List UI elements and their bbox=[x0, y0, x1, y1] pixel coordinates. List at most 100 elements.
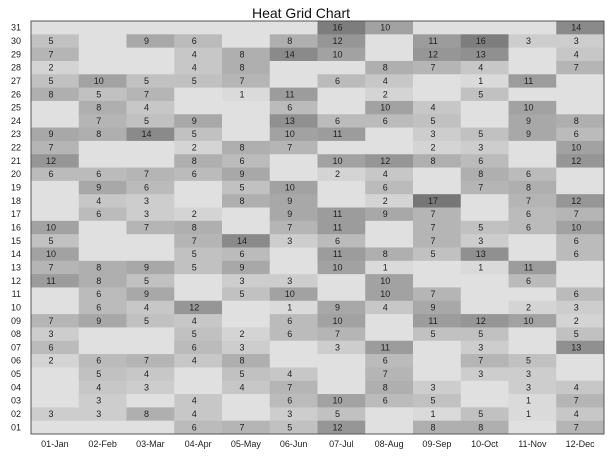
heatmap-cell bbox=[126, 287, 175, 302]
heatmap-cell bbox=[174, 367, 223, 382]
heatmap-cell bbox=[460, 247, 509, 262]
y-tick-label: 04 bbox=[11, 382, 21, 392]
heatmap-cell bbox=[126, 167, 175, 182]
heatmap-cell bbox=[317, 407, 366, 422]
heatmap-cell-label: 2 bbox=[49, 63, 54, 73]
heatmap-cell-label: 9 bbox=[287, 196, 292, 206]
heatmap-cell-label: 2 bbox=[335, 169, 340, 179]
heatmap-cell bbox=[78, 394, 127, 408]
heatmap-cell-label: 1 bbox=[240, 89, 245, 99]
heatmap-cell bbox=[556, 100, 605, 115]
heatmap-cell bbox=[222, 314, 271, 328]
heatmap-cell-label: 5 bbox=[287, 422, 292, 432]
heatmap-cell bbox=[126, 100, 175, 115]
heatmap-cell-label: 6 bbox=[96, 356, 101, 366]
heatmap-cell-label: 7 bbox=[574, 209, 579, 219]
heatmap-cell-label: 2 bbox=[431, 143, 436, 153]
heatmap-cell bbox=[556, 234, 605, 248]
heatmap-cell bbox=[174, 87, 223, 102]
heatmap-cell bbox=[460, 21, 509, 35]
heatmap-cell bbox=[413, 154, 462, 168]
heatmap-cell-label: 10 bbox=[333, 156, 343, 166]
heatmap-cell bbox=[365, 47, 414, 62]
heatmap-cell-label: 3 bbox=[526, 369, 531, 379]
heatmap-cell bbox=[508, 234, 557, 248]
heatmap-cell bbox=[222, 247, 271, 262]
heatmap-cell bbox=[317, 300, 366, 315]
x-tick-label: 01-Jan bbox=[41, 439, 69, 449]
heatmap-cell bbox=[460, 167, 509, 182]
heatmap-cell-label: 6 bbox=[96, 209, 101, 219]
heatmap-cell bbox=[31, 127, 80, 142]
heatmap-cell bbox=[460, 207, 509, 222]
heatmap-cell-label: 6 bbox=[192, 422, 197, 432]
heatmap-cell bbox=[317, 207, 366, 222]
heatmap-cell bbox=[413, 260, 462, 275]
heatmap-cell bbox=[556, 74, 605, 89]
heatmap-cell bbox=[365, 354, 414, 368]
heatmap-cell-label: 7 bbox=[240, 76, 245, 86]
heatmap-cell-label: 10 bbox=[380, 103, 390, 113]
heatmap-cell-label: 4 bbox=[144, 369, 149, 379]
heatmap-cell bbox=[317, 194, 366, 208]
heatmap-cell-label: 9 bbox=[192, 116, 197, 126]
heatmap-cell bbox=[317, 140, 366, 155]
heatmap-cell-label: 7 bbox=[287, 223, 292, 233]
heatmap-cell bbox=[126, 220, 175, 235]
heatmap-cell bbox=[174, 21, 223, 35]
heatmap-cell bbox=[460, 194, 509, 208]
heatmap-cell-label: 2 bbox=[49, 356, 54, 366]
heatmap-cell-label: 5 bbox=[240, 289, 245, 299]
heatmap-cell-label: 6 bbox=[574, 236, 579, 246]
heatmap-cell-label: 6 bbox=[287, 329, 292, 339]
heatmap-cell bbox=[508, 220, 557, 235]
heatmap-cell-label: 5 bbox=[49, 76, 54, 86]
heatmap-cell-label: 9 bbox=[383, 209, 388, 219]
heatmap-cell-label: 5 bbox=[478, 129, 483, 139]
heatmap-cell-label: 8 bbox=[240, 196, 245, 206]
heatmap-cell-label: 4 bbox=[431, 103, 436, 113]
heatmap-cell-label: 7 bbox=[144, 356, 149, 366]
heatmap-cell bbox=[78, 354, 127, 368]
heatmap-cell bbox=[31, 34, 80, 49]
heatmap-cell bbox=[413, 420, 462, 435]
heatmap-cell-label: 3 bbox=[144, 209, 149, 219]
heatmap-cell bbox=[126, 247, 175, 262]
heatmap-cell bbox=[31, 287, 80, 302]
heatmap-cell-label: 16 bbox=[333, 23, 343, 33]
heatmap-cell bbox=[222, 194, 271, 208]
heatmap-cell-label: 3 bbox=[144, 196, 149, 206]
heatmap-cell-label: 9 bbox=[96, 183, 101, 193]
heatmap-cell bbox=[365, 114, 414, 128]
heatmap-cell bbox=[174, 247, 223, 262]
heatmap-cell bbox=[460, 300, 509, 315]
heatmap-cell-label: 6 bbox=[287, 316, 292, 326]
heatmap-cell bbox=[174, 47, 223, 62]
heatmap-cell-label: 11 bbox=[333, 209, 342, 219]
heatmap-cell bbox=[174, 274, 223, 288]
heatmap-cell bbox=[269, 260, 318, 275]
heatmap-cell-label: 4 bbox=[192, 356, 197, 366]
heatmap-cell bbox=[126, 407, 175, 422]
heatmap-cell bbox=[174, 260, 223, 275]
heatmap-cell bbox=[269, 380, 318, 395]
heatmap-cell bbox=[269, 194, 318, 208]
heatmap-cell bbox=[126, 420, 175, 435]
heatmap-cell-label: 7 bbox=[478, 356, 483, 366]
heatmap-cell-label: 8 bbox=[431, 156, 436, 166]
heatmap-cell-label: 8 bbox=[478, 169, 483, 179]
heatmap-cell bbox=[508, 380, 557, 395]
heatmap-cell bbox=[317, 274, 366, 288]
heatmap-cell bbox=[317, 260, 366, 275]
heatmap-cell bbox=[556, 420, 605, 435]
heatmap-cell bbox=[174, 140, 223, 155]
heatmap-cell bbox=[365, 247, 414, 262]
heatmap-cell-label: 9 bbox=[431, 302, 436, 312]
heatmap-cell bbox=[365, 194, 414, 208]
heatmap-cell-label: 6 bbox=[144, 183, 149, 193]
heatmap-cell-label: 10 bbox=[333, 262, 343, 272]
heatmap-cell-label: 3 bbox=[431, 129, 436, 139]
heatmap-cell bbox=[317, 287, 366, 302]
heatmap-cell-label: 5 bbox=[49, 36, 54, 46]
heatmap-cell-label: 14 bbox=[285, 49, 295, 59]
